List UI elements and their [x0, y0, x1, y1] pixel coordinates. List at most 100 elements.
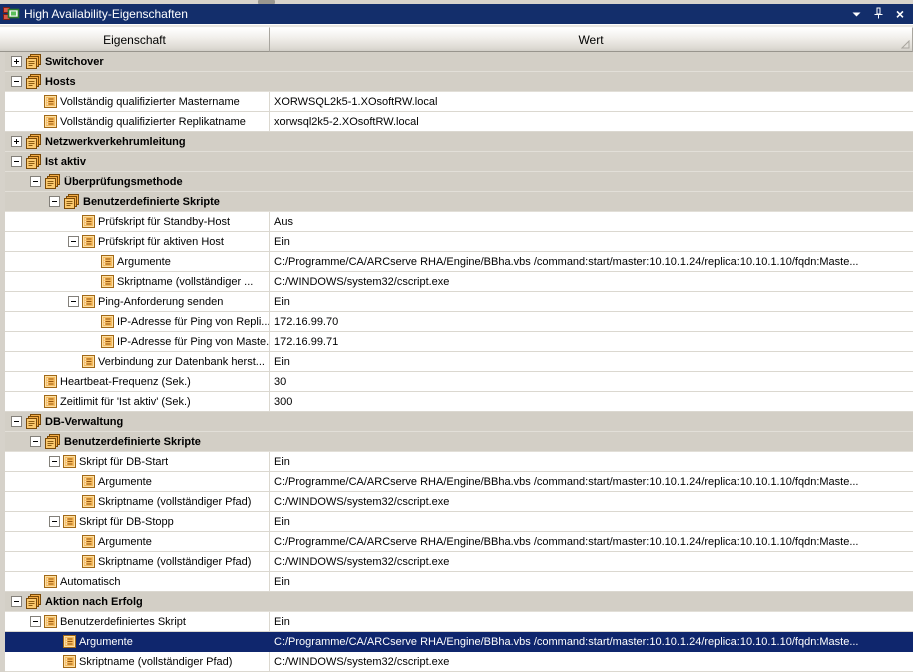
close-button[interactable]: × — [892, 7, 908, 22]
property-cell: Skriptname (vollständiger ... — [5, 272, 270, 291]
property-label: IP-Adresse für Ping von Repli... — [117, 315, 269, 328]
property-label: Netzwerkverkehrumleitung — [45, 135, 186, 148]
tree-row[interactable]: Skriptname (vollständiger Pfad) C:/WINDOW… — [5, 652, 913, 672]
collapse-minus-icon[interactable] — [30, 616, 41, 627]
property-cell: IP-Adresse für Ping von Maste... — [5, 332, 270, 351]
property-label: Prüfskript für Standby-Host — [98, 215, 231, 228]
window-position-menu-button[interactable] — [848, 7, 864, 22]
tree-row[interactable]: Argumente C:/Programme/CA/ARCserve RHA/En… — [5, 632, 913, 652]
tree-row[interactable]: IP-Adresse für Ping von Maste... 172.16.9… — [5, 332, 913, 352]
tree-row[interactable]: Argumente C:/Programme/CA/ARCserve RHA/En… — [5, 252, 913, 272]
property-label: Skriptname (vollständiger ... — [117, 275, 254, 288]
property-label: Skriptname (vollständiger Pfad) — [98, 495, 252, 508]
value-cell: C:/Programme/CA/ARCserve RHA/Engine/BBha… — [274, 535, 859, 548]
tree-row[interactable]: Zeitlimit für 'Ist aktiv' (Sek.) 300 — [5, 392, 913, 412]
tree-row[interactable]: Vollständig qualifizierter Mastername XOR… — [5, 92, 913, 112]
property-cell: Benutzerdefiniertes Skript — [5, 612, 270, 631]
collapse-minus-icon[interactable] — [11, 596, 22, 607]
tree-row[interactable]: Überprüfungsmethode — [5, 172, 913, 192]
tree-row[interactable]: Skript für DB-Start Ein — [5, 452, 913, 472]
property-cell: Argumente — [5, 472, 270, 491]
property-cell: Verbindung zur Datenbank herst... — [5, 352, 270, 371]
collapse-minus-icon[interactable] — [30, 436, 41, 447]
property-cell: Ping-Anforderung senden — [5, 292, 270, 311]
tree-row[interactable]: Heartbeat-Frequenz (Sek.) 30 — [5, 372, 913, 392]
tree-row[interactable]: Argumente C:/Programme/CA/ARCserve RHA/En… — [5, 532, 913, 552]
tree-row[interactable]: Skriptname (vollständiger Pfad) C:/WINDOW… — [5, 552, 913, 572]
property-cell: Vollständig qualifizierter Mastername — [5, 92, 270, 111]
property-cell: Skriptname (vollständiger Pfad) — [5, 492, 270, 511]
collapse-minus-icon[interactable] — [11, 156, 22, 167]
collapse-minus-icon[interactable] — [68, 296, 79, 307]
tree-row[interactable]: Ping-Anforderung senden Ein — [5, 292, 913, 312]
collapse-minus-icon[interactable] — [11, 76, 22, 87]
column-header-value[interactable]: Wert — [270, 27, 913, 52]
property-cell: Skriptname (vollständiger Pfad) — [5, 552, 270, 571]
expand-plus-icon[interactable] — [11, 56, 22, 67]
tree-row[interactable]: Verbindung zur Datenbank herst... Ein — [5, 352, 913, 372]
collapse-minus-icon[interactable] — [11, 416, 22, 427]
tree-row[interactable]: Argumente C:/Programme/CA/ARCserve RHA/En… — [5, 472, 913, 492]
property-cell: Prüfskript für Standby-Host — [5, 212, 270, 231]
pane-titlebar[interactable]: High Availability-Eigenschaften × — [0, 4, 913, 24]
property-item-icon — [44, 575, 57, 588]
titlebar-buttons: × — [848, 7, 908, 22]
value-cell — [270, 192, 913, 211]
expand-plus-icon[interactable] — [11, 136, 22, 147]
collapse-minus-icon[interactable] — [30, 176, 41, 187]
property-label: Benutzerdefinierte Skripte — [64, 435, 201, 448]
collapse-minus-icon[interactable] — [68, 236, 79, 247]
value-cell — [270, 412, 913, 431]
tree-row[interactable]: Prüfskript für aktiven Host Ein — [5, 232, 913, 252]
property-cell: Zeitlimit für 'Ist aktiv' (Sek.) — [5, 392, 270, 411]
tree-row[interactable]: Ist aktiv — [5, 152, 913, 172]
property-grid: Switchover Hosts Vollständig qualifizierte… — [0, 52, 913, 672]
property-item-icon — [63, 635, 76, 648]
value-cell: Ein — [274, 615, 290, 628]
tree-row[interactable]: Benutzerdefinierte Skripte — [5, 432, 913, 452]
value-cell: Ein — [274, 455, 290, 468]
property-cell: Netzwerkverkehrumleitung — [5, 132, 270, 151]
property-cell: Heartbeat-Frequenz (Sek.) — [5, 372, 270, 391]
header-corner-triangle-icon — [900, 38, 910, 49]
property-label: Skript für DB-Start — [79, 455, 169, 468]
tree-row[interactable]: IP-Adresse für Ping von Repli... 172.16.9… — [5, 312, 913, 332]
tree-row[interactable]: Prüfskript für Standby-Host Aus — [5, 212, 913, 232]
tree-row[interactable]: Skript für DB-Stopp Ein — [5, 512, 913, 532]
tree-row[interactable]: Benutzerdefiniertes Skript Ein — [5, 612, 913, 632]
property-cell: Argumente — [5, 632, 270, 651]
tree-row[interactable]: Skriptname (vollständiger ... C:/WINDOWS/… — [5, 272, 913, 292]
value-cell: Ein — [274, 235, 290, 248]
splitter-notch[interactable] — [258, 0, 275, 4]
property-item-icon — [82, 535, 95, 548]
tree-row[interactable]: DB-Verwaltung — [5, 412, 913, 432]
tree-row[interactable]: Vollständig qualifizierter Replikatname x… — [5, 112, 913, 132]
property-label: Argumente — [79, 635, 133, 648]
property-cell: IP-Adresse für Ping von Repli... — [5, 312, 270, 331]
value-cell: Aus — [274, 215, 293, 228]
property-cell: Benutzerdefinierte Skripte — [5, 432, 270, 451]
category-stack-icon — [44, 433, 61, 450]
property-label: Hosts — [45, 75, 76, 88]
value-cell: xorwsql2k5-2.XOsoftRW.local — [274, 115, 419, 128]
tree-row[interactable]: Automatisch Ein — [5, 572, 913, 592]
tree-row[interactable]: Aktion nach Erfolg — [5, 592, 913, 612]
tree-row[interactable]: Benutzerdefinierte Skripte — [5, 192, 913, 212]
value-cell — [270, 172, 913, 191]
value-cell — [270, 432, 913, 451]
tree-row[interactable]: Netzwerkverkehrumleitung — [5, 132, 913, 152]
column-header-property[interactable]: Eigenschaft — [0, 27, 270, 52]
collapse-minus-icon[interactable] — [49, 516, 60, 527]
property-item-icon — [82, 235, 95, 248]
collapse-minus-icon[interactable] — [49, 456, 60, 467]
tree-row[interactable]: Hosts — [5, 72, 913, 92]
property-cell: Automatisch — [5, 572, 270, 591]
property-label: Skriptname (vollständiger Pfad) — [79, 655, 233, 668]
auto-hide-pin-button[interactable] — [870, 7, 886, 22]
tree-row[interactable]: Switchover — [5, 52, 913, 72]
tree-row[interactable]: Skriptname (vollständiger Pfad) C:/WINDOW… — [5, 492, 913, 512]
value-cell — [270, 132, 913, 151]
value-cell: XORWSQL2k5-1.XOsoftRW.local — [274, 95, 438, 108]
collapse-minus-icon[interactable] — [49, 196, 60, 207]
property-label: Zeitlimit für 'Ist aktiv' (Sek.) — [60, 395, 191, 408]
